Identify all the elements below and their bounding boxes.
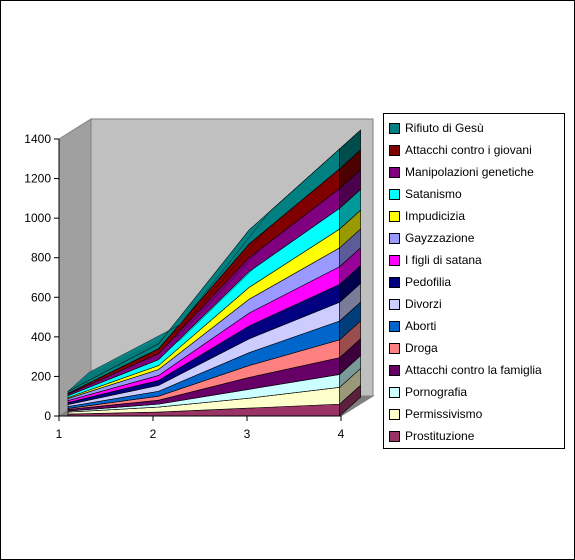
chart-axes: 0 200 400 600 800 1000 1200 1400 1 2 3 4 — [24, 132, 344, 441]
legend-swatch — [389, 298, 400, 310]
legend-swatch — [389, 386, 400, 398]
y-tick-label-2: 400 — [31, 330, 51, 344]
y-tick-label-6: 1200 — [24, 172, 51, 186]
legend-label: Pornografia — [405, 385, 468, 399]
legend-label: I figli di satana — [405, 253, 482, 267]
legend-label: Pedofilia — [405, 275, 452, 289]
legend-label: Attacchi contro i giovani — [405, 143, 532, 157]
legend-label: Divorzi — [405, 297, 442, 311]
legend-swatch — [389, 408, 400, 420]
legend-item: Droga — [389, 338, 438, 358]
x-tick-label-2: 3 — [244, 427, 251, 441]
legend-item: Satanismo — [389, 184, 462, 204]
legend: Rifiuto di Gesù Attacchi contro i giovani… — [383, 113, 565, 449]
legend-swatch — [389, 254, 400, 266]
legend-swatch — [389, 122, 400, 134]
x-tick-label-3: 4 — [338, 427, 345, 441]
y-tick-label-1: 200 — [31, 369, 51, 383]
legend-item: Attacchi contro i giovani — [389, 140, 532, 160]
y-tick-label-0: 0 — [44, 409, 51, 423]
legend-label: Aborti — [405, 319, 437, 333]
legend-swatch — [389, 166, 400, 178]
y-tick-label-3: 600 — [31, 290, 51, 304]
legend-label: Gayzzazione — [405, 231, 475, 245]
legend-label: Manipolazioni genetiche — [405, 165, 534, 179]
area-end-14 — [339, 129, 361, 170]
legend-swatch — [389, 188, 400, 200]
chart-areas — [67, 129, 362, 417]
legend-label: Satanismo — [405, 187, 462, 201]
legend-swatch — [389, 364, 400, 376]
legend-item: Prostituzione — [389, 426, 474, 446]
legend-item: Aborti — [389, 316, 436, 336]
legend-label: Permissivismo — [405, 407, 483, 421]
legend-item: Rifiuto di Gesù — [389, 118, 484, 138]
x-tick-label-1: 2 — [150, 427, 157, 441]
legend-swatch — [389, 210, 400, 222]
legend-label: Prostituzione — [405, 429, 475, 443]
legend-item: Gayzzazione — [389, 228, 474, 248]
legend-label: Attacchi contro la famiglia — [405, 363, 542, 377]
legend-item: I figli di satana — [389, 250, 482, 270]
legend-label: Rifiuto di Gesù — [405, 121, 484, 135]
legend-label: Droga — [405, 341, 438, 355]
legend-item: Divorzi — [389, 294, 442, 314]
legend-item: Pornografia — [389, 382, 467, 402]
legend-swatch — [389, 430, 400, 442]
legend-swatch — [389, 342, 400, 354]
y-tick-label-7: 1400 — [24, 132, 51, 146]
legend-item: Pedofilia — [389, 272, 451, 292]
legend-swatch — [389, 276, 400, 288]
legend-swatch — [389, 320, 400, 332]
legend-swatch — [389, 232, 400, 244]
legend-item: Manipolazioni genetiche — [389, 162, 534, 182]
legend-item: Attacchi contro la famiglia — [389, 360, 542, 380]
y-tick-label-5: 1000 — [24, 211, 51, 225]
side-wall — [58, 118, 92, 417]
y-tick-label-4: 800 — [31, 251, 51, 265]
legend-item: Impudicizia — [389, 206, 465, 226]
legend-label: Impudicizia — [405, 209, 466, 223]
legend-swatch — [389, 144, 400, 156]
x-tick-label-0: 1 — [56, 427, 63, 441]
legend-item: Permissivismo — [389, 404, 482, 424]
